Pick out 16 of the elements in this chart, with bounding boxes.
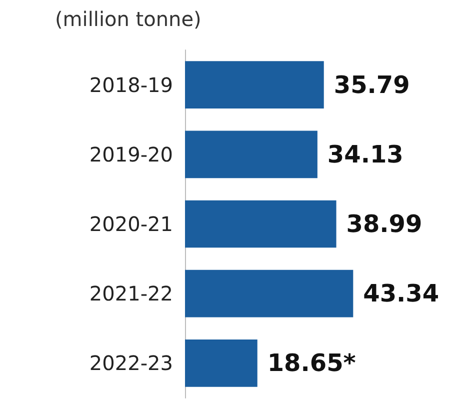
y-tick-label: 2020-21 [89,212,173,236]
bar [185,200,336,248]
bar [185,340,258,387]
bar [185,61,324,108]
y-tick-label: 2022-23 [89,351,173,376]
bar [185,130,318,178]
y-tick-label: 2021-22 [89,282,173,306]
data-label: 35.79 [334,70,410,99]
data-label: 43.34 [363,280,440,308]
y-tick-label: 2019-20 [89,142,173,166]
data-label: 38.99 [346,210,422,238]
y-tick-label: 2018-19 [89,72,173,97]
bar [185,270,354,318]
data-label: 18.65* [267,349,356,378]
chart-subtitle: (million tonne) [55,7,202,31]
data-label: 34.13 [327,140,404,168]
